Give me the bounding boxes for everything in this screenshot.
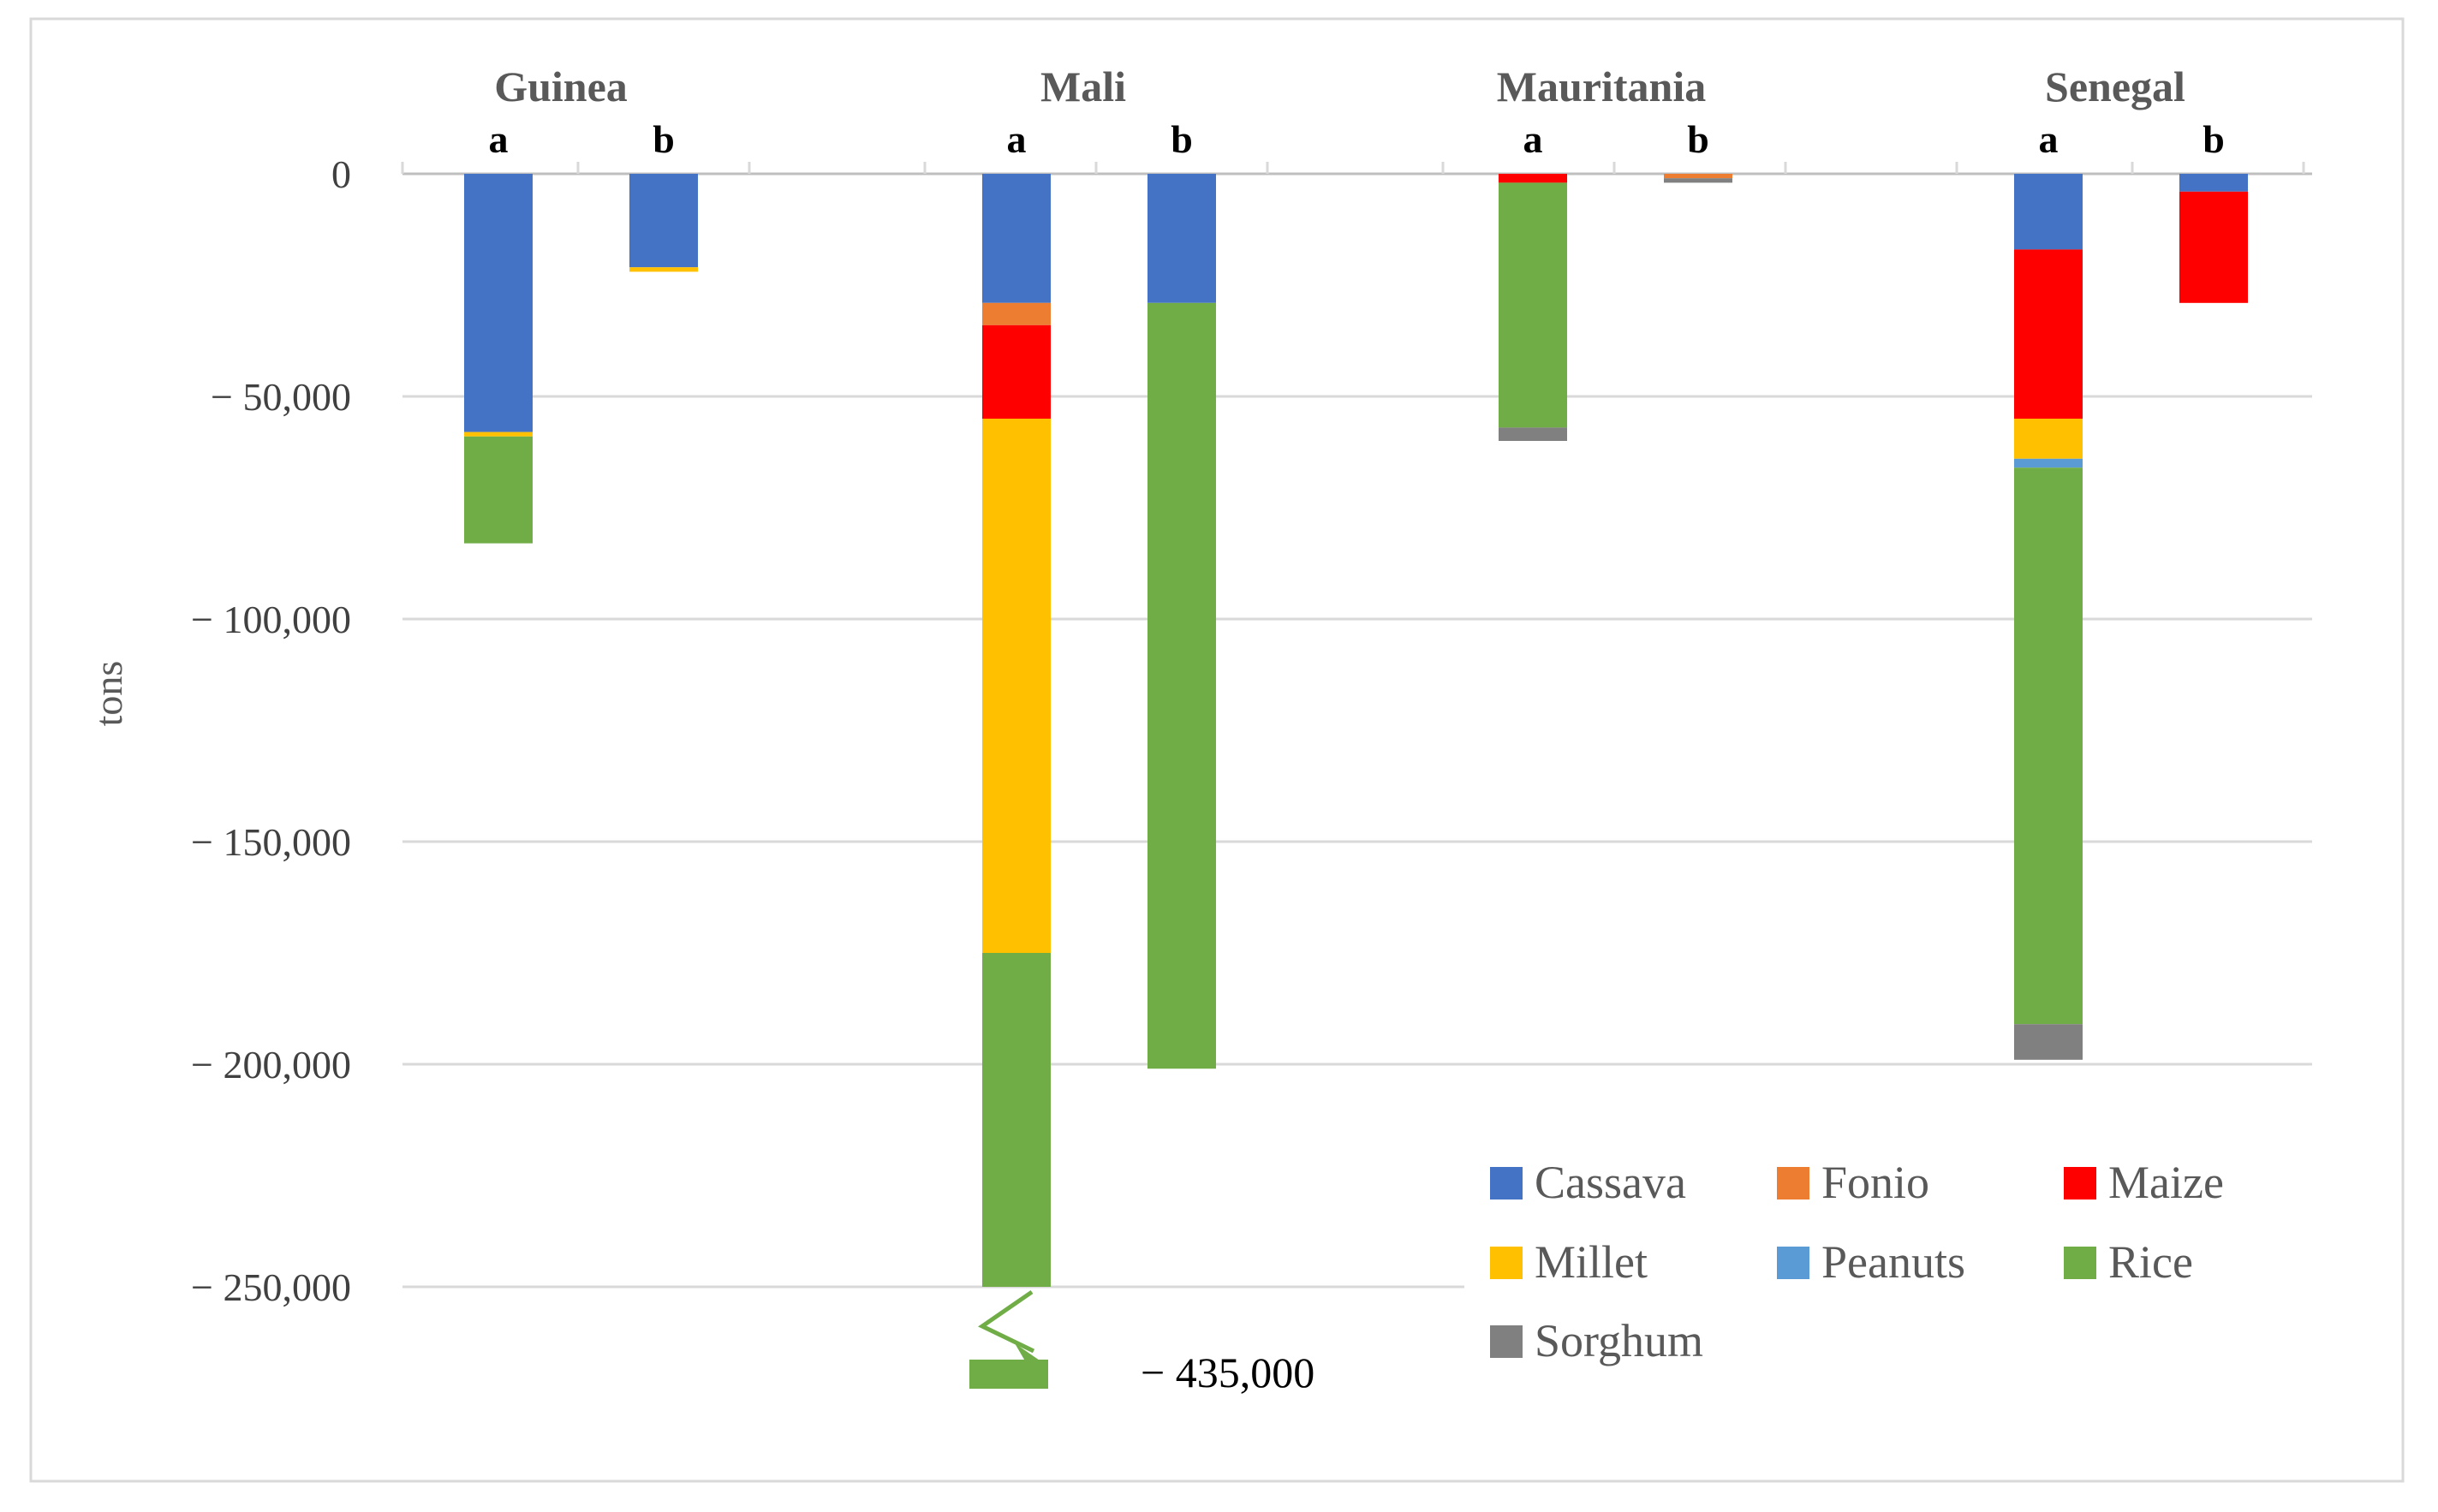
y-tick-label: − 150,000	[191, 820, 351, 864]
bar-label-mali-b: b	[1171, 117, 1193, 161]
bar-label-mauritania-a: a	[1523, 117, 1543, 161]
bar-segment-guinea-b-millet	[629, 267, 698, 272]
bar-segment-senegal-a-cassava	[2014, 174, 2083, 250]
legend-label-maize: Maize	[2108, 1157, 2224, 1208]
bar-segment-mauritania-a-sorghum	[1499, 427, 1567, 441]
axis-break: − 435,000	[969, 1289, 1314, 1396]
group-label-mauritania: Mauritania	[1497, 63, 1706, 110]
legend-swatch-maize	[2064, 1167, 2096, 1199]
bar-segment-mauritania-a-maize	[1499, 174, 1567, 183]
bar-segment-senegal-b-maize	[2179, 191, 2248, 303]
legend: Cassava Fonio Maize Millet Peanuts Rice Sorghu…	[1490, 1157, 2224, 1366]
legend-label-peanuts: Peanuts	[1821, 1236, 1965, 1288]
bar-segment-senegal-a-sorghum	[2014, 1024, 2083, 1060]
bar-segment-senegal-a-millet	[2014, 419, 2083, 459]
bar-segment-mali-b-rice	[1147, 302, 1216, 1069]
bar-segment-mauritania-b-sorghum	[1664, 178, 1732, 183]
y-tick-label: 0	[331, 152, 351, 196]
bar-segment-senegal-a-rice	[2014, 467, 2083, 1025]
gridlines	[401, 162, 2312, 1289]
legend-label-fonio: Fonio	[1821, 1157, 1929, 1208]
bar-segment-guinea-a-cassava	[464, 174, 533, 432]
bar-segment-guinea-a-millet	[464, 432, 533, 437]
labels: 0 − 50,000 − 100,000 − 150,000 − 200,000 − 25…	[191, 63, 2225, 1309]
bar-segment-mauritania-a-rice	[1499, 182, 1567, 428]
y-tick-label: − 200,000	[191, 1043, 351, 1086]
legend-label-rice: Rice	[2108, 1236, 2193, 1288]
group-label-senegal: Senegal	[2045, 63, 2185, 110]
bar-segment-senegal-a-maize	[2014, 249, 2083, 419]
y-tick-label: − 50,000	[211, 375, 351, 419]
bar-label-guinea-a: a	[489, 117, 509, 161]
bar-segment-mali-a-maize	[982, 324, 1051, 419]
y-tick-label: − 100,000	[191, 598, 351, 641]
legend-swatch-millet	[1490, 1247, 1523, 1279]
y-tick-label: − 250,000	[191, 1265, 351, 1309]
legend-swatch-cassava	[1490, 1167, 1523, 1199]
bar-segment-mali-a-fonio	[982, 302, 1051, 325]
axis-break-arrowhead	[1015, 1343, 1042, 1364]
bar-label-mauritania-b: b	[1687, 117, 1709, 161]
bar-segment-senegal-b-cassava	[2179, 174, 2248, 192]
legend-label-millet: Millet	[1535, 1236, 1648, 1288]
legend-swatch-rice	[2064, 1247, 2096, 1279]
axis-break-zigzag	[978, 1289, 1035, 1354]
bar-label-guinea-b: b	[653, 117, 675, 161]
bars	[464, 174, 2248, 1287]
y-axis-title: tons	[86, 661, 130, 727]
bar-label-senegal-a: a	[2039, 117, 2059, 161]
legend-swatch-fonio	[1777, 1167, 1809, 1199]
bar-label-senegal-b: b	[2203, 117, 2225, 161]
axis-break-label: − 435,000	[1141, 1348, 1314, 1396]
bar-segment-mali-b-cassava	[1147, 174, 1216, 303]
chart-frame	[29, 17, 2405, 1483]
legend-label-cassava: Cassava	[1535, 1157, 1686, 1208]
bar-segment-mauritania-b-fonio	[1664, 174, 1732, 179]
legend-swatch-sorghum	[1490, 1325, 1523, 1358]
bar-label-mali-a: a	[1007, 117, 1027, 161]
bar-segment-guinea-a-rice	[464, 436, 533, 544]
bar-segment-mali-a-cassava	[982, 174, 1051, 303]
bar-segment-mali-a-rice	[982, 953, 1051, 1287]
bar-segment-guinea-b-cassava	[629, 174, 698, 268]
group-label-mali: Mali	[1040, 63, 1126, 110]
bar-segment-mali-a-millet	[982, 419, 1051, 953]
legend-label-sorghum: Sorghum	[1535, 1315, 1703, 1366]
group-label-guinea: Guinea	[494, 63, 628, 110]
bar-segment-senegal-a-peanuts	[2014, 458, 2083, 468]
axis-break-bar-end	[969, 1360, 1048, 1389]
legend-swatch-peanuts	[1777, 1247, 1809, 1279]
